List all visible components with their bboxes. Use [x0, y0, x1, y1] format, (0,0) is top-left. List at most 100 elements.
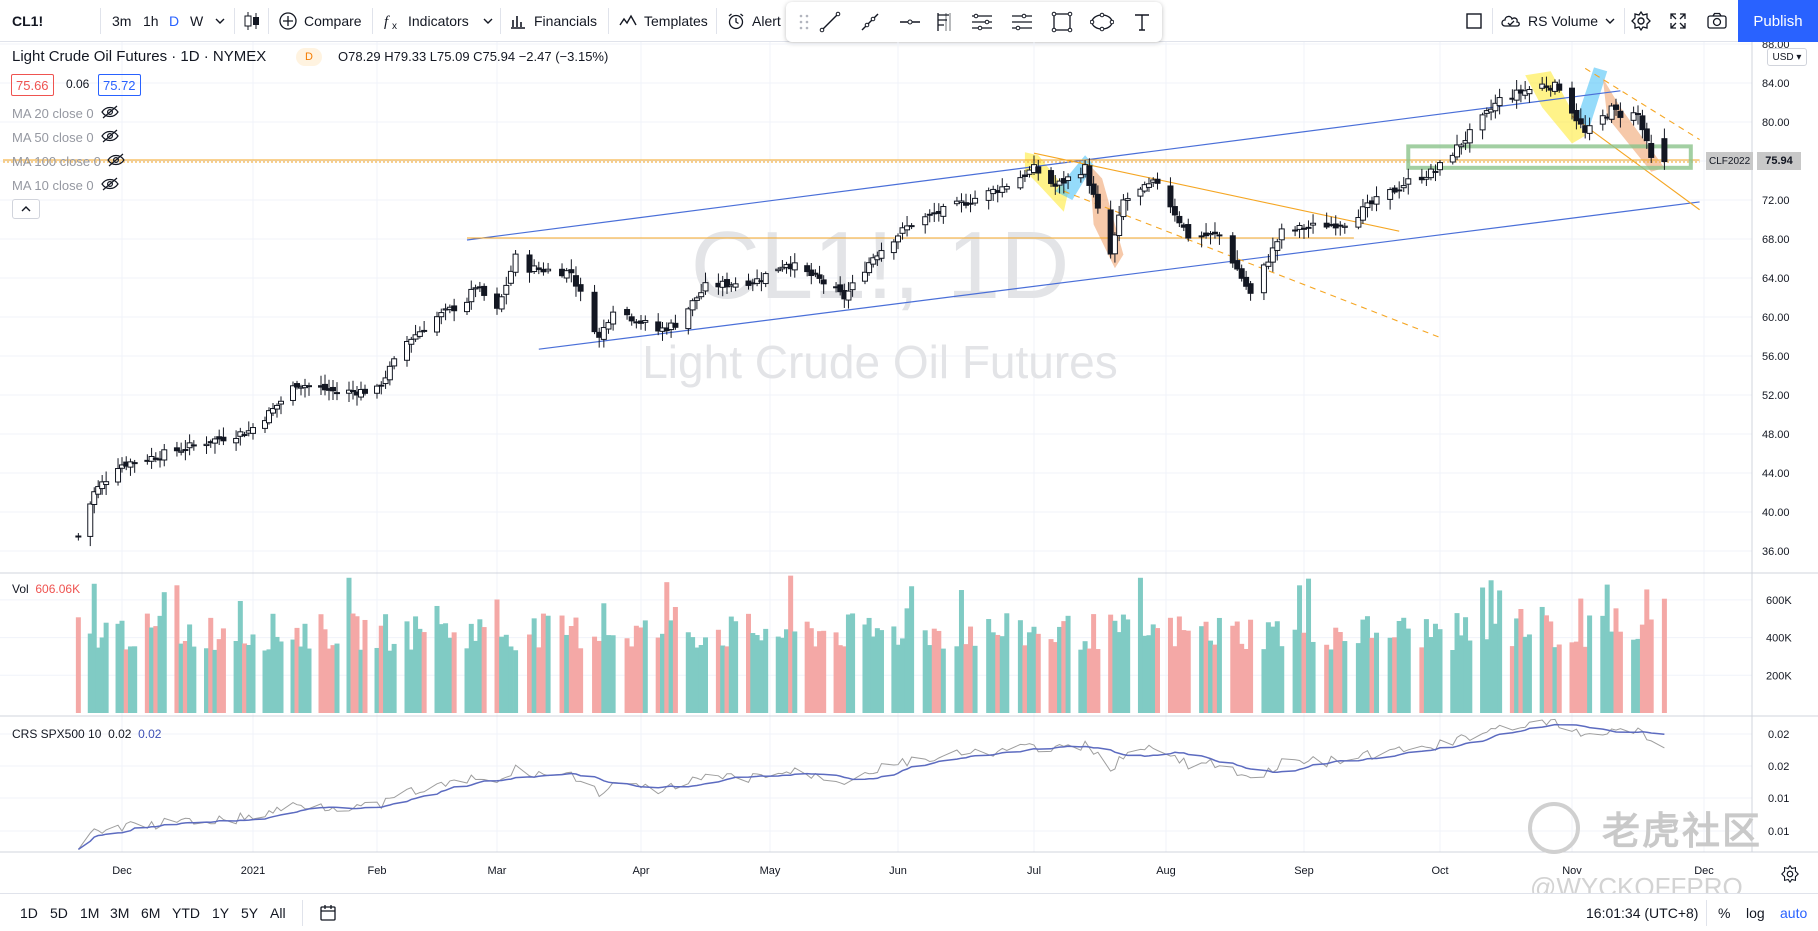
volume-bar [754, 635, 760, 713]
candle-body [498, 296, 505, 310]
volume-bar [413, 616, 419, 713]
candle-body [127, 461, 134, 468]
eye-hidden-icon[interactable] [100, 104, 120, 120]
volume-bar [334, 643, 340, 713]
range-ytd-button[interactable]: YTD [172, 894, 200, 931]
ray-icon[interactable] [858, 10, 882, 34]
auto-scale-button[interactable]: auto [1780, 894, 1807, 931]
candle-body [1167, 185, 1174, 208]
volume-bar [318, 614, 324, 713]
crs-tick-label: 0.02 [1768, 761, 1789, 773]
time-tick-label: May [760, 865, 781, 877]
horizontal-line-icon[interactable] [898, 10, 922, 34]
volume-bar [922, 630, 928, 713]
volume-bar [1031, 626, 1037, 713]
candle-body [1337, 224, 1344, 227]
snapshot-button[interactable] [1706, 0, 1728, 42]
indicator-label[interactable]: MA 100 close 0 [12, 154, 101, 169]
chart-canvas[interactable]: CL1!, 1D Light Crude Oil Futures 88.00 84… [0, 42, 1818, 893]
candle-body [178, 450, 185, 453]
fullscreen-button[interactable] [1668, 0, 1688, 42]
volume-bar [233, 640, 239, 713]
rectangle-icon[interactable] [1050, 10, 1074, 34]
eye-hidden-icon[interactable] [106, 152, 126, 168]
interval-3m-button[interactable]: 3m [112, 0, 131, 42]
range-5d-button[interactable]: 5D [50, 894, 68, 931]
volume-bar [995, 634, 1001, 713]
volume-bar [545, 615, 551, 713]
trend-line-icon[interactable] [818, 10, 842, 34]
range-1d-button[interactable]: 1D [20, 894, 38, 931]
regression-channel-icon[interactable] [1010, 10, 1034, 34]
ask-price-box[interactable]: 75.72 [98, 74, 141, 96]
interval-d-button[interactable]: D [169, 0, 179, 42]
range-1m-button[interactable]: 1M [80, 894, 99, 931]
volume-bar [763, 628, 769, 713]
candle-body [1211, 231, 1218, 235]
fullscreen-toggle-button[interactable] [1464, 0, 1484, 42]
bid-price-box[interactable]: 75.66 [11, 74, 54, 96]
collapse-legend-button[interactable] [12, 199, 40, 219]
candle-body [434, 316, 440, 333]
candle-body [1116, 214, 1123, 236]
range-5y-button[interactable]: 5Y [241, 894, 258, 931]
volume-bar [1301, 632, 1307, 713]
publish-button[interactable]: Publish [1738, 0, 1818, 42]
volume-bar [1661, 598, 1667, 713]
layout-dropdown-button[interactable] [1604, 0, 1616, 42]
candle-body [1613, 104, 1619, 110]
compare-button[interactable]: Compare [278, 0, 362, 42]
range-6m-button[interactable]: 6M [141, 894, 160, 931]
range-all-button[interactable]: All [270, 894, 286, 931]
indicator-label[interactable]: MA 20 close 0 [12, 106, 94, 121]
symbol-search-button[interactable]: CL1! [12, 0, 43, 42]
chart-type-button[interactable] [242, 0, 262, 42]
interval-dropdown-button[interactable] [214, 0, 226, 42]
volume-bar [1423, 619, 1429, 713]
candle-body [278, 400, 284, 405]
text-tool-icon[interactable] [1130, 10, 1154, 34]
financials-button[interactable]: Financials [508, 0, 597, 42]
templates-button[interactable]: Templates [618, 0, 708, 42]
layout-button[interactable]: RS Volume [1500, 0, 1598, 42]
percent-scale-button[interactable]: % [1718, 894, 1730, 931]
volume-bar [290, 639, 296, 713]
indicators-dropdown-button[interactable] [482, 0, 494, 42]
interval-w-button[interactable]: W [190, 0, 203, 42]
fib-flag-icon[interactable] [932, 10, 956, 34]
time-tick-label: Dec [1694, 865, 1714, 877]
volume-bar [1154, 628, 1160, 713]
indicator-label[interactable]: MA 50 close 0 [12, 130, 94, 145]
volume-bar [968, 626, 974, 713]
candle-body [294, 383, 300, 388]
eye-hidden-icon[interactable] [100, 128, 120, 144]
ohlc-values: O78.29 H79.33 L75.09 C75.94 −2.47 (−3.15… [338, 49, 609, 64]
volume-bar [845, 614, 851, 713]
indicator-label[interactable]: MA 10 close 0 [12, 178, 94, 193]
candle-body [849, 282, 856, 291]
volume-bar [958, 590, 964, 713]
gear-icon[interactable] [1780, 864, 1800, 884]
drag-handle-icon[interactable] [792, 10, 816, 34]
toolbar-divider [100, 8, 101, 34]
candle-body [1090, 183, 1097, 195]
volume-bar [1230, 625, 1236, 713]
last-price-label: 75.94 [1757, 152, 1801, 170]
ellipse-icon[interactable] [1090, 10, 1114, 34]
name-watermark: Light Crude Oil Futures [642, 336, 1118, 388]
volume-bar [694, 647, 700, 713]
goto-date-button[interactable] [318, 894, 338, 931]
currency-selector[interactable]: USD ▾ [1767, 48, 1807, 66]
alert-button[interactable]: Alert [726, 0, 781, 42]
eye-hidden-icon[interactable] [100, 176, 120, 192]
range-3m-button[interactable]: 3M [110, 894, 129, 931]
interval-1h-button[interactable]: 1h [143, 0, 159, 42]
parallel-channel-icon[interactable] [970, 10, 994, 34]
candle-body [600, 327, 607, 340]
settings-button[interactable] [1630, 0, 1652, 42]
volume-bar [784, 629, 790, 713]
range-1y-button[interactable]: 1Y [212, 894, 229, 931]
log-scale-button[interactable]: log [1746, 894, 1765, 931]
volume-bar [642, 620, 648, 713]
